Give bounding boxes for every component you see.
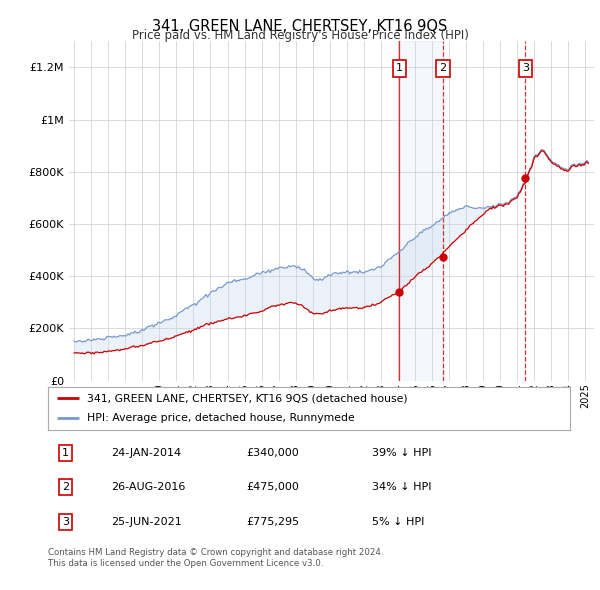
Text: 341, GREEN LANE, CHERTSEY, KT16 9QS: 341, GREEN LANE, CHERTSEY, KT16 9QS [152, 19, 448, 34]
Text: 5% ↓ HPI: 5% ↓ HPI [371, 517, 424, 527]
Text: 341, GREEN LANE, CHERTSEY, KT16 9QS (detached house): 341, GREEN LANE, CHERTSEY, KT16 9QS (det… [87, 393, 408, 403]
Text: £475,000: £475,000 [247, 483, 299, 492]
Text: 39% ↓ HPI: 39% ↓ HPI [371, 448, 431, 458]
Text: Contains HM Land Registry data © Crown copyright and database right 2024.: Contains HM Land Registry data © Crown c… [48, 548, 383, 556]
Text: 34% ↓ HPI: 34% ↓ HPI [371, 483, 431, 492]
Text: 2: 2 [440, 64, 447, 73]
Text: 3: 3 [62, 517, 69, 527]
Text: £340,000: £340,000 [247, 448, 299, 458]
Text: 25-JUN-2021: 25-JUN-2021 [110, 517, 181, 527]
Text: HPI: Average price, detached house, Runnymede: HPI: Average price, detached house, Runn… [87, 414, 355, 424]
Bar [399, 41, 443, 381]
Text: 2: 2 [62, 483, 69, 492]
Text: 24-JAN-2014: 24-JAN-2014 [110, 448, 181, 458]
Text: 26-AUG-2016: 26-AUG-2016 [110, 483, 185, 492]
Text: This data is licensed under the Open Government Licence v3.0.: This data is licensed under the Open Gov… [48, 559, 323, 568]
Text: 3: 3 [522, 64, 529, 73]
Text: 1: 1 [395, 64, 403, 73]
Text: Price paid vs. HM Land Registry's House Price Index (HPI): Price paid vs. HM Land Registry's House … [131, 30, 469, 42]
Text: 1: 1 [62, 448, 69, 458]
Text: £775,295: £775,295 [247, 517, 299, 527]
